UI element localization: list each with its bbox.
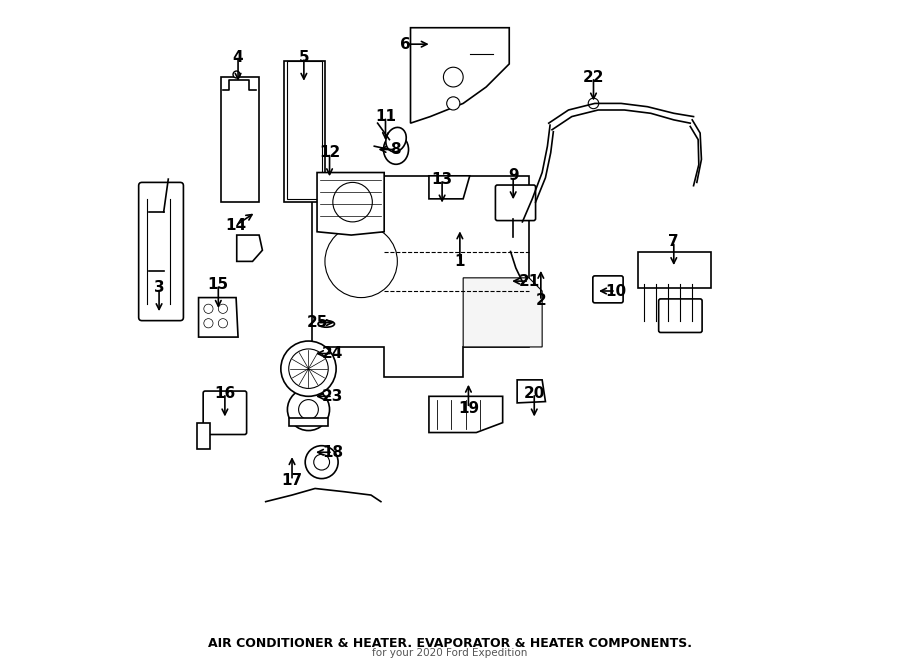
Ellipse shape xyxy=(386,128,406,152)
Text: 8: 8 xyxy=(390,142,400,157)
Bar xyxy=(289,418,328,426)
Circle shape xyxy=(444,67,464,87)
Circle shape xyxy=(589,98,598,108)
Text: 13: 13 xyxy=(431,172,453,186)
Text: 3: 3 xyxy=(154,280,165,295)
Text: 22: 22 xyxy=(582,69,604,85)
Polygon shape xyxy=(464,278,542,347)
Circle shape xyxy=(446,97,460,110)
Circle shape xyxy=(203,304,213,313)
Text: 20: 20 xyxy=(524,385,544,401)
Text: 23: 23 xyxy=(322,389,344,404)
Polygon shape xyxy=(410,28,509,123)
Polygon shape xyxy=(429,176,470,199)
Circle shape xyxy=(287,389,329,430)
Ellipse shape xyxy=(318,321,335,327)
Polygon shape xyxy=(429,397,503,432)
Text: 24: 24 xyxy=(322,346,344,361)
Text: 18: 18 xyxy=(322,445,344,460)
Polygon shape xyxy=(311,176,529,377)
Circle shape xyxy=(219,319,228,328)
Text: 4: 4 xyxy=(233,50,243,65)
Circle shape xyxy=(203,319,213,328)
Text: 7: 7 xyxy=(669,234,680,249)
Text: 11: 11 xyxy=(375,109,396,124)
FancyBboxPatch shape xyxy=(659,299,702,332)
Circle shape xyxy=(281,341,336,397)
FancyBboxPatch shape xyxy=(139,182,184,321)
Circle shape xyxy=(325,225,397,297)
Polygon shape xyxy=(518,380,545,403)
Bar xyxy=(284,61,325,202)
Circle shape xyxy=(299,400,319,419)
Circle shape xyxy=(333,182,373,222)
Text: AIR CONDITIONER & HEATER. EVAPORATOR & HEATER COMPONENTS.: AIR CONDITIONER & HEATER. EVAPORATOR & H… xyxy=(208,637,692,650)
Text: 10: 10 xyxy=(606,284,626,299)
Polygon shape xyxy=(237,235,263,261)
Text: 25: 25 xyxy=(306,315,328,330)
Ellipse shape xyxy=(383,135,409,165)
Text: 14: 14 xyxy=(226,217,247,233)
Text: 19: 19 xyxy=(458,401,479,416)
Text: 12: 12 xyxy=(319,145,340,160)
Text: 16: 16 xyxy=(214,385,236,401)
Circle shape xyxy=(314,454,329,470)
Text: 15: 15 xyxy=(208,277,229,292)
FancyBboxPatch shape xyxy=(495,185,536,221)
Bar xyxy=(637,252,711,288)
Text: 5: 5 xyxy=(299,50,310,65)
Text: 9: 9 xyxy=(508,169,518,183)
Text: 17: 17 xyxy=(282,473,302,488)
Circle shape xyxy=(289,349,328,389)
Circle shape xyxy=(305,446,338,479)
Text: for your 2020 Ford Expedition: for your 2020 Ford Expedition xyxy=(373,648,527,658)
Bar xyxy=(196,422,210,449)
FancyBboxPatch shape xyxy=(593,276,623,303)
Text: 1: 1 xyxy=(454,254,465,269)
Text: 6: 6 xyxy=(400,36,410,52)
Bar xyxy=(220,77,259,202)
FancyBboxPatch shape xyxy=(203,391,247,434)
Polygon shape xyxy=(199,297,238,337)
Circle shape xyxy=(219,304,228,313)
Text: 2: 2 xyxy=(536,293,546,309)
Text: 21: 21 xyxy=(518,274,540,289)
Polygon shape xyxy=(317,173,384,235)
Bar xyxy=(287,61,322,199)
